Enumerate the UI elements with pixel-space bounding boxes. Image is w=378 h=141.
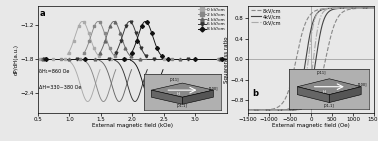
Legend: 0 kV/cm, 2 kV/cm, 4 kV/cm, 6 kV/cm, 8 kV/cm: 0 kV/cm, 2 kV/cm, 4 kV/cm, 6 kV/cm, 8 kV… — [198, 8, 225, 31]
8kV/cm — [372, 7, 376, 9]
Line: 4kV/cm: 4kV/cm — [248, 8, 374, 110]
8kV/cm — [253, 109, 258, 111]
Line: 8kV/cm: 8kV/cm — [248, 8, 374, 110]
Y-axis label: dP/dH(a.u.): dP/dH(a.u.) — [14, 44, 19, 75]
X-axis label: External magnetic field (Oe): External magnetic field (Oe) — [272, 123, 350, 128]
8kV/cm — [326, 8, 330, 9]
Text: ΔH=330~380 Oe: ΔH=330~380 Oe — [39, 85, 81, 90]
0kV/cm — [326, 7, 330, 9]
0kV/cm — [253, 109, 258, 111]
0kV/cm — [341, 7, 346, 9]
4kV/cm — [372, 7, 376, 9]
8kV/cm — [354, 7, 359, 9]
4kV/cm — [319, 9, 324, 11]
0kV/cm — [245, 109, 250, 111]
8kV/cm — [341, 7, 346, 9]
Legend: 8kV/cm, 4kV/cm, 0kV/cm: 8kV/cm, 4kV/cm, 0kV/cm — [251, 8, 281, 25]
Y-axis label: Squareness ratio: Squareness ratio — [224, 36, 229, 82]
X-axis label: External magnetic field (kOe): External magnetic field (kOe) — [92, 123, 173, 128]
4kV/cm — [253, 109, 258, 111]
4kV/cm — [354, 7, 359, 9]
8kV/cm — [319, 8, 324, 10]
0kV/cm — [354, 7, 359, 9]
4kV/cm — [322, 8, 327, 10]
Text: a: a — [40, 9, 45, 18]
0kV/cm — [322, 8, 327, 10]
8kV/cm — [245, 109, 250, 111]
8kV/cm — [322, 8, 327, 9]
4kV/cm — [341, 7, 346, 9]
Text: b: b — [253, 89, 259, 98]
Text: δH₁=860 Oe: δH₁=860 Oe — [39, 69, 70, 74]
0kV/cm — [372, 7, 376, 9]
0kV/cm — [319, 9, 324, 10]
Line: 0kV/cm: 0kV/cm — [248, 8, 374, 110]
4kV/cm — [326, 8, 330, 9]
4kV/cm — [245, 109, 250, 111]
